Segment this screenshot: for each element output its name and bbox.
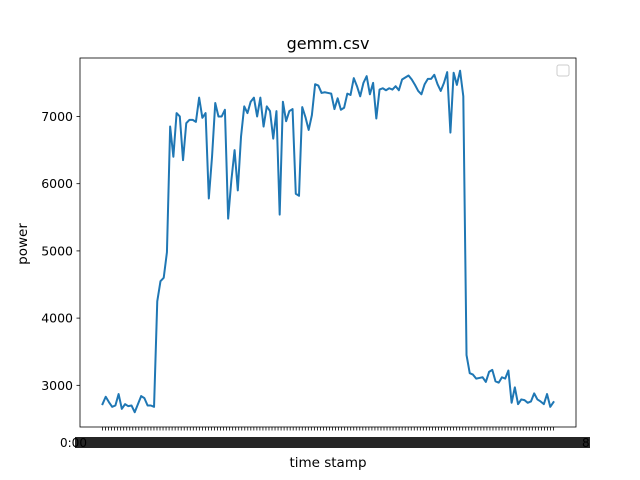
y-tick-label: 4000 bbox=[41, 311, 73, 326]
plot-frame bbox=[79, 57, 577, 428]
x-axis: 0:00 8 bbox=[60, 427, 590, 450]
y-axis: 3000 4000 5000 6000 7000 bbox=[41, 109, 80, 393]
series-layer bbox=[101, 69, 555, 414]
y-tick-label: 5000 bbox=[41, 243, 73, 258]
y-tick-label: 3000 bbox=[41, 378, 73, 393]
y-tick-label: 7000 bbox=[41, 109, 73, 124]
y-axis-label: power bbox=[15, 223, 31, 265]
x-tick-label-first: 0:00 bbox=[60, 436, 87, 450]
x-tick-label-last: 8 bbox=[582, 436, 590, 450]
chart-title: gemm.csv bbox=[287, 34, 370, 53]
legend-box bbox=[556, 64, 570, 77]
plot-area bbox=[79, 57, 577, 428]
x-tick-labels-overlap bbox=[75, 437, 590, 448]
x-axis-label: time stamp bbox=[289, 455, 366, 471]
y-tick-label: 6000 bbox=[41, 176, 73, 191]
